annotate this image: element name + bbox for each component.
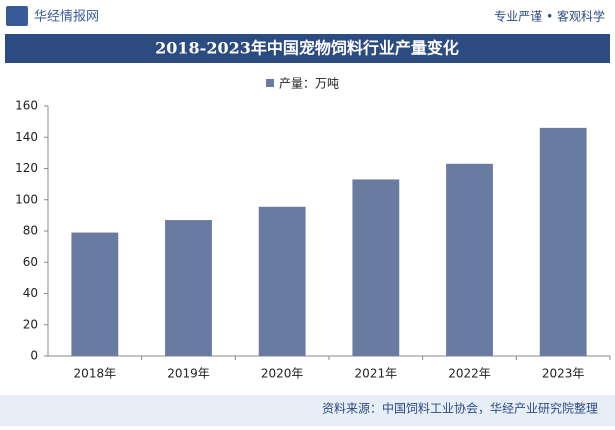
- x-tick-label: 2019年: [167, 367, 210, 381]
- x-tick-label: 2018年: [74, 367, 117, 381]
- slogan: 专业严谨 • 客观科学: [494, 9, 605, 24]
- logo-text: 华经情报网: [34, 10, 99, 25]
- bar: [539, 127, 587, 356]
- y-tick-label: 20: [23, 317, 38, 331]
- x-tick-label: 2022年: [448, 367, 491, 381]
- source: 资料来源：中国饲料工业协会，华经产业研究院整理: [322, 401, 598, 416]
- footer-bar: [0, 395, 615, 426]
- x-tick-label: 2020年: [261, 367, 304, 381]
- title-bar: [5, 34, 610, 63]
- bar: [258, 206, 306, 356]
- chart-title: 2018-2023年中国宠物饲料行业产量变化: [155, 39, 459, 58]
- bar: [446, 163, 493, 356]
- bar: [352, 179, 400, 356]
- legend-swatch: [266, 79, 274, 87]
- y-tick-label: 60: [23, 255, 38, 269]
- y-tick-label: 0: [30, 349, 38, 363]
- y-tick-label: 100: [15, 192, 38, 206]
- bar: [71, 232, 119, 356]
- x-tick-label: 2021年: [355, 367, 398, 381]
- x-tick-label: 2023年: [542, 367, 585, 381]
- y-tick-label: 120: [15, 161, 38, 175]
- y-tick-label: 40: [23, 286, 38, 300]
- legend-label: 产量：万吨: [279, 77, 339, 91]
- y-tick-label: 140: [15, 130, 38, 144]
- y-tick-label: 160: [15, 99, 38, 113]
- y-tick-label: 80: [23, 224, 38, 238]
- logo-icon: [6, 6, 28, 26]
- bar: [165, 220, 212, 356]
